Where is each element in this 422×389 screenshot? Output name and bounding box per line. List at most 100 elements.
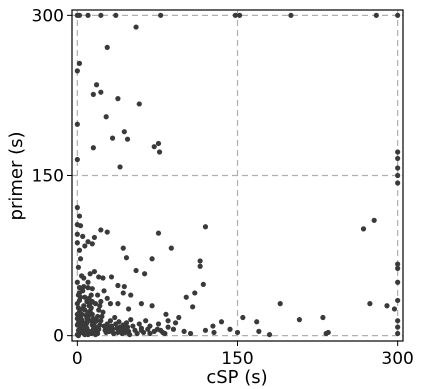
data-point: [133, 24, 139, 30]
x-axis-label: cSP (s): [206, 367, 267, 388]
data-point: [158, 12, 164, 18]
data-point: [107, 301, 114, 307]
data-point: [95, 313, 101, 320]
data-point: [88, 330, 94, 337]
data-point: [158, 327, 164, 333]
data-point: [98, 12, 104, 18]
data-point: [89, 322, 95, 328]
axis-ticks: 0 150 300 0 150 300: [32, 6, 414, 369]
data-point: [87, 271, 93, 277]
data-point: [98, 298, 104, 305]
data-point: [91, 234, 98, 241]
data-point: [168, 245, 174, 251]
data-point: [93, 82, 100, 88]
data-point: [155, 321, 162, 327]
data-point: [80, 233, 86, 239]
data-point: [165, 318, 171, 324]
data-point: [256, 328, 262, 334]
data-point: [104, 321, 110, 327]
data-point: [237, 12, 243, 18]
data-point: [147, 323, 153, 329]
data-point: [97, 322, 103, 328]
data-point: [98, 227, 104, 233]
data-point: [143, 318, 149, 324]
data-point: [82, 294, 88, 300]
data-point: [183, 294, 189, 300]
data-point: [211, 329, 217, 336]
data-point: [89, 241, 95, 247]
data-point: [80, 288, 86, 294]
data-point: [76, 12, 83, 18]
data-point: [395, 318, 401, 324]
data-point: [136, 101, 142, 107]
data-point: [97, 303, 103, 309]
data-point: [96, 274, 102, 280]
data-point: [96, 307, 102, 313]
data-point: [149, 256, 155, 262]
data-point: [77, 256, 84, 262]
data-point: [128, 292, 134, 298]
data-point: [136, 321, 142, 327]
data-point: [100, 309, 106, 315]
data-point: [89, 286, 95, 292]
data-point: [395, 330, 401, 337]
x-tick-label: 150: [221, 349, 253, 369]
data-point: [133, 267, 139, 274]
data-point: [127, 331, 133, 338]
data-point: [181, 328, 187, 334]
data-point: [115, 96, 121, 102]
data-point: [367, 301, 373, 307]
data-point: [288, 12, 294, 18]
data-point: [149, 303, 155, 309]
y-axis-label: primer (s): [6, 132, 27, 221]
data-point: [104, 44, 110, 50]
x-tick-label: 0: [72, 349, 83, 369]
data-point: [113, 12, 119, 18]
data-point: [395, 149, 401, 155]
data-point: [115, 301, 121, 307]
data-point: [120, 290, 126, 296]
data-point: [395, 165, 401, 171]
data-point: [391, 306, 398, 312]
data-point: [82, 320, 88, 326]
data-point: [296, 317, 303, 323]
data-point: [74, 279, 80, 285]
data-point: [76, 213, 83, 219]
data-point: [85, 279, 91, 285]
data-point: [75, 305, 82, 311]
data-point: [218, 319, 225, 325]
data-point: [234, 329, 241, 336]
data-point: [123, 320, 130, 326]
data-point: [155, 140, 162, 147]
data-point: [395, 12, 401, 18]
data-point: [82, 243, 88, 249]
data-point: [371, 217, 377, 223]
data-point: [151, 328, 157, 334]
data-point: [93, 318, 100, 324]
data-point: [88, 318, 94, 324]
data-point: [74, 121, 80, 127]
data-point: [74, 322, 80, 328]
data-point: [395, 265, 401, 271]
data-point: [90, 145, 96, 151]
data-point: [197, 263, 203, 269]
data-point: [107, 318, 114, 324]
data-point: [90, 91, 96, 97]
data-point: [197, 258, 203, 264]
data-point: [109, 326, 116, 332]
data-point: [142, 271, 148, 277]
data-point: [140, 329, 147, 336]
data-point: [130, 323, 136, 329]
data-point: [320, 314, 326, 321]
data-point: [165, 324, 171, 330]
data-point: [124, 136, 131, 142]
data-point: [163, 311, 169, 317]
data-point: [112, 314, 118, 321]
data-point: [384, 303, 390, 309]
data-point: [360, 226, 367, 232]
data-point: [277, 301, 283, 307]
data-point: [190, 304, 196, 310]
data-point: [74, 240, 80, 246]
data-point: [84, 315, 90, 322]
